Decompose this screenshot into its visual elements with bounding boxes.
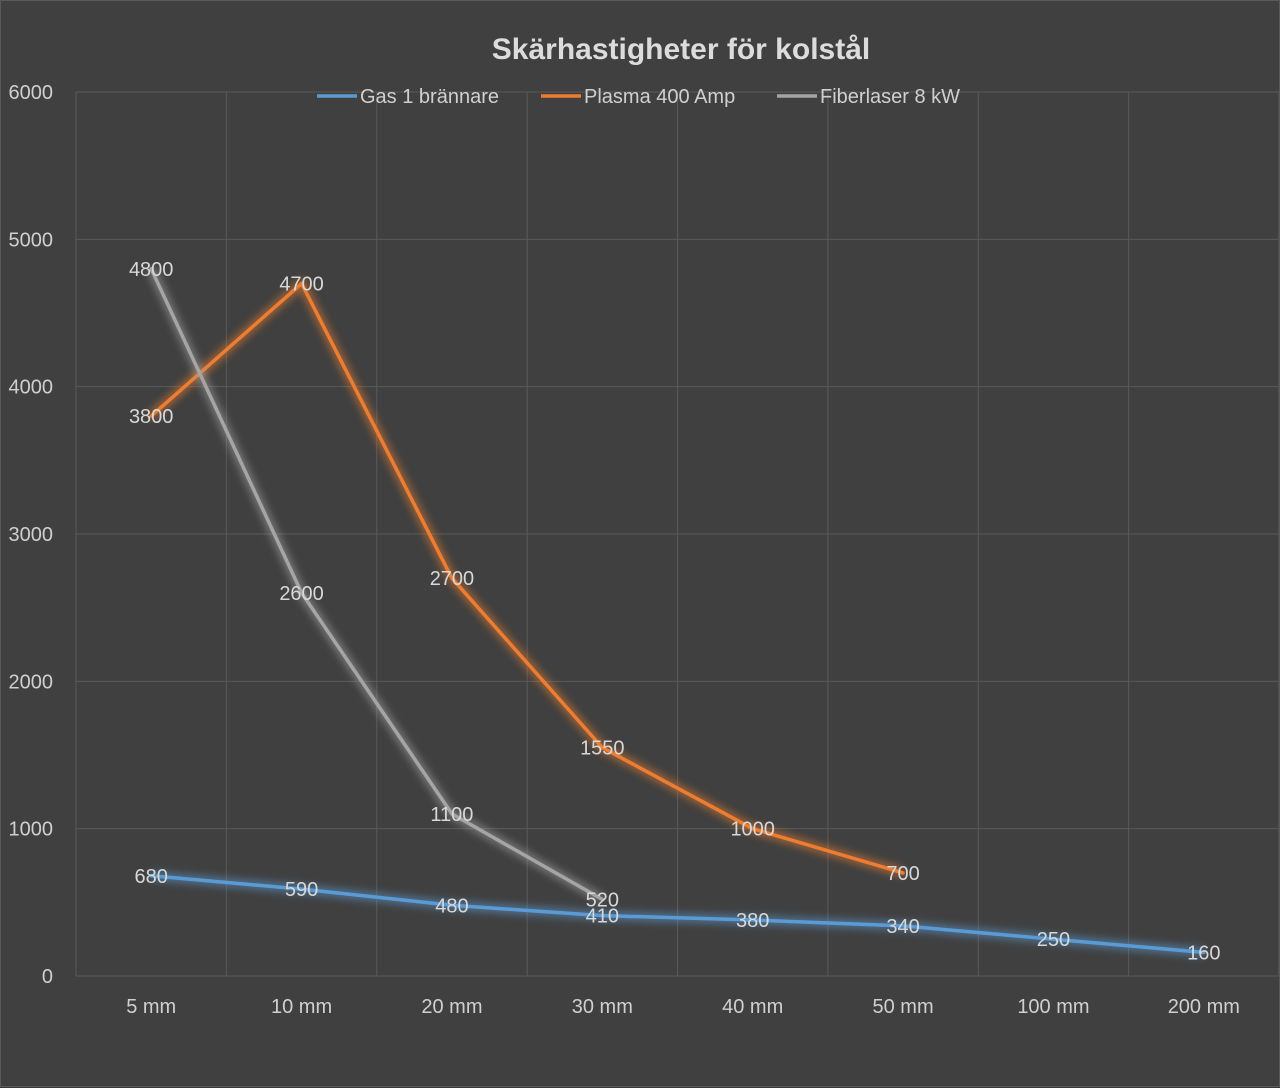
- data-point: [600, 897, 604, 901]
- data-point: [300, 591, 304, 595]
- data-label: 410: [586, 906, 619, 928]
- legend-label: Plasma 400 Amp: [584, 86, 735, 108]
- data-label: 480: [435, 895, 468, 917]
- data-label: 4800: [129, 259, 174, 281]
- y-tick-label: 2000: [9, 671, 54, 693]
- data-label: 680: [135, 866, 168, 888]
- data-label: 3800: [129, 406, 174, 428]
- legend: Gas 1 brännare Plasma 400 Amp Fiberlaser 8…: [317, 86, 960, 108]
- data-label: 520: [586, 889, 619, 911]
- data-point: [600, 914, 604, 918]
- chart-title: Skärhastigheter för kolstål: [492, 33, 870, 66]
- y-tick-label: 4000: [9, 377, 54, 399]
- data-point: [300, 282, 304, 286]
- data-point: [1202, 950, 1206, 954]
- data-label: 2600: [279, 583, 324, 605]
- data-point: [300, 887, 304, 891]
- x-tick-label: 30 mm: [572, 996, 633, 1018]
- legend-label: Gas 1 brännare: [360, 86, 499, 108]
- data-label: 160: [1187, 942, 1220, 964]
- series-line-gas-1-br-nnare: [149, 874, 1206, 955]
- y-tick-label: 5000: [9, 229, 54, 251]
- data-label: 380: [736, 910, 769, 932]
- data-label: 1100: [430, 804, 473, 826]
- legend-label: Fiberlaser 8 kW: [820, 86, 960, 108]
- data-point: [751, 827, 755, 831]
- x-tick-label: 20 mm: [421, 996, 482, 1018]
- data-labels: 680 590 480 410 380 340 250 160 3800 4700 2700 1550…: [129, 259, 1221, 965]
- x-tick-label: 100 mm: [1017, 996, 1089, 1018]
- data-point: [1051, 937, 1055, 941]
- x-tick-label: 40 mm: [722, 996, 783, 1018]
- data-point: [751, 918, 755, 922]
- data-point: [901, 924, 905, 928]
- series-line-plasma-400-amp: [149, 281, 905, 875]
- data-label: 4700: [279, 274, 324, 296]
- data-point: [450, 576, 454, 580]
- data-point: [149, 414, 153, 418]
- series-line-fiberlaser-8-kw: [149, 267, 605, 902]
- x-axis-ticks: 5 mm 10 mm 20 mm 30 mm 40 mm 50 mm 100 mm 200 m…: [126, 996, 1240, 1018]
- data-point: [149, 267, 153, 271]
- y-tick-label: 1000: [9, 819, 54, 841]
- data-label: 1000: [730, 819, 775, 841]
- data-point: [600, 746, 604, 750]
- data-label: 590: [285, 879, 318, 901]
- x-tick-label: 10 mm: [271, 996, 332, 1018]
- data-point: [450, 903, 454, 907]
- gridlines: [75, 91, 1280, 977]
- data-point: [450, 812, 454, 816]
- data-label: 2700: [430, 568, 475, 590]
- x-tick-label: 5 mm: [126, 996, 176, 1018]
- data-label: 250: [1037, 929, 1070, 951]
- x-tick-label: 200 mm: [1168, 996, 1240, 1018]
- series-lines: [147, 266, 1206, 957]
- y-tick-label: 6000: [9, 82, 54, 104]
- data-label: 340: [886, 916, 919, 938]
- data-label: 700: [886, 863, 919, 885]
- y-tick-label: 0: [42, 966, 53, 988]
- data-point: [901, 871, 905, 875]
- y-axis-ticks: 0 1000 2000 3000 4000 5000 6000: [9, 82, 54, 988]
- data-label: 1550: [580, 738, 625, 760]
- data-point: [149, 874, 153, 878]
- x-tick-label: 50 mm: [873, 996, 934, 1018]
- y-tick-label: 3000: [9, 524, 54, 546]
